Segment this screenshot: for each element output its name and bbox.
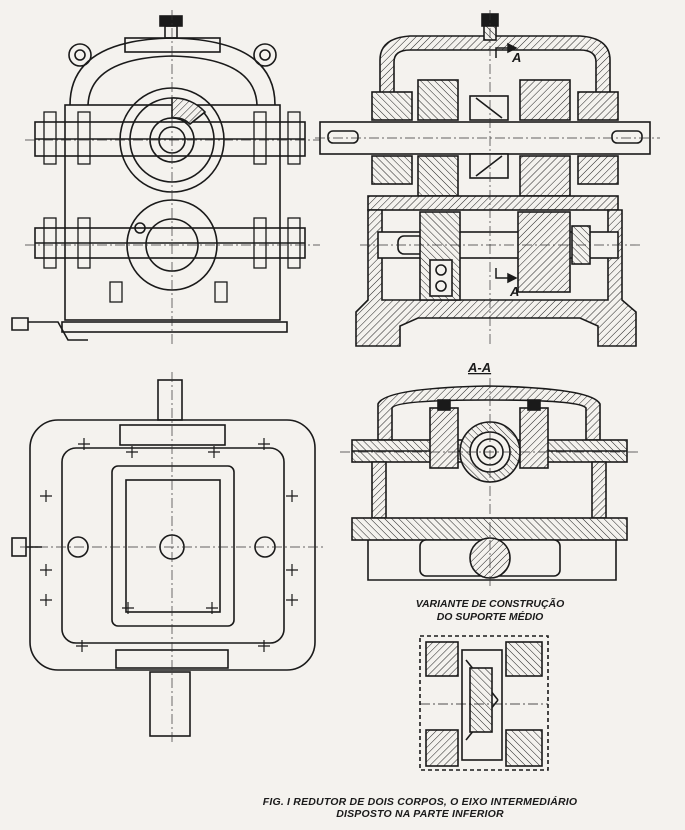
section-cut-arrows <box>495 42 518 284</box>
front-view-centerlines <box>25 10 320 345</box>
section-view-centerlines <box>315 10 660 345</box>
front-view <box>11 15 306 341</box>
section-aa-centerlines <box>340 378 640 588</box>
section-aa-title: A-A <box>467 360 491 375</box>
section-aa-view <box>351 385 628 581</box>
caption-line1: FIG. I REDUTOR DE DOIS CORPOS, O EIXO IN… <box>262 796 578 808</box>
section-view <box>319 13 651 347</box>
section-mark-bottom: A <box>509 284 519 299</box>
section-mark-top: A <box>511 50 521 65</box>
caption-line2: DISPOSTO NA PARTE INFERIOR <box>336 808 504 820</box>
variant-label-line1: VARIANTE DE CONSTRUÇÃO <box>416 597 565 610</box>
plan-view-bolts <box>40 438 298 652</box>
plan-view <box>11 379 316 737</box>
variant-detail-view <box>419 635 549 771</box>
plan-view-centerlines <box>20 372 325 745</box>
variant-label-line2: DO SUPORTE MÉDIO <box>437 610 544 623</box>
